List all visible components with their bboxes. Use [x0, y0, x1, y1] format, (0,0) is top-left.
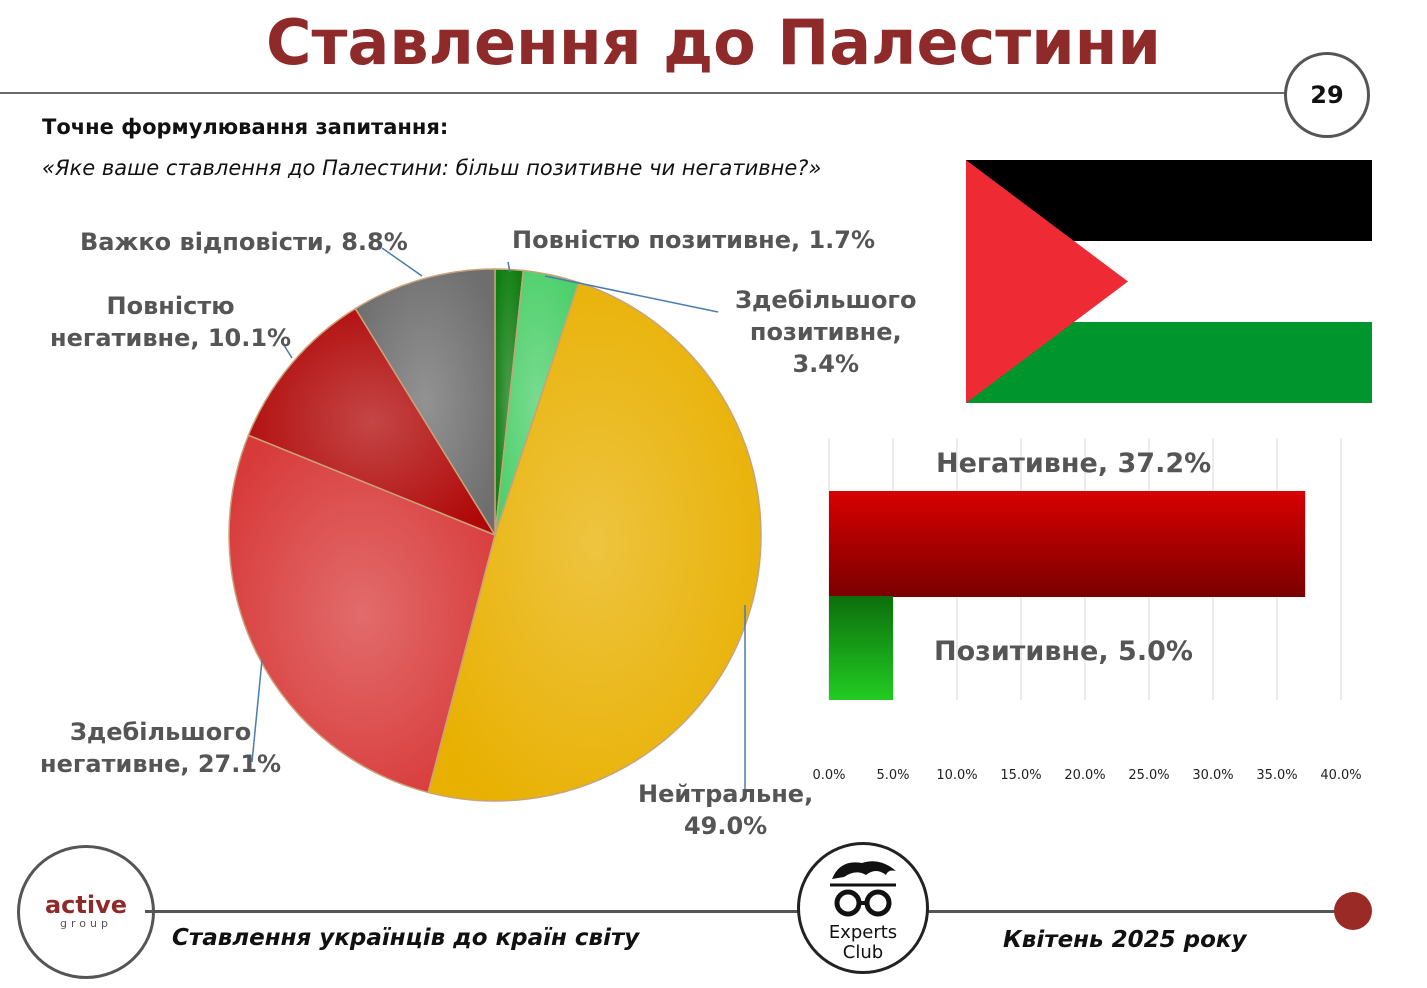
question-label: Точне формулювання запитання:: [42, 115, 449, 139]
pie-label-line: Здебільшого: [735, 286, 917, 314]
pie-leader-line-4: [251, 659, 263, 763]
footer-survey-title: Ставлення українців до країн світу: [172, 925, 640, 951]
bar-x-tick-label: 20.0%: [1064, 768, 1105, 783]
active-group-logo: active group: [17, 845, 155, 979]
pie-leader-line-2: [544, 275, 719, 313]
pie-label-4: Здебільшого негативне, 27.1%: [40, 716, 281, 780]
pie-slice-6: [354, 268, 496, 538]
pie-label-line: Нейтральне,: [638, 780, 814, 808]
bar-x-tick-label: 5.0%: [876, 768, 909, 783]
bar-chart: 0.0% 5.0% 10.0% 15.0% 20.0% 25.0% 30.0% 35.0% 40…: [812, 438, 1362, 783]
header-divider: [0, 92, 1290, 94]
pie-chart: [228, 247, 762, 802]
pie-label-2: Здебільшого позитивне, 3.4%: [735, 284, 916, 380]
bar-x-tick-label: 35.0%: [1256, 768, 1297, 783]
bar-negative: [829, 491, 1306, 597]
logo-club-word: Club: [842, 942, 884, 963]
decorative-dot-icon: [1334, 892, 1372, 930]
pie-label-6: Важко відповісти, 8.8%: [80, 226, 408, 258]
bar-x-tick-label: 40.0%: [1320, 768, 1361, 783]
logo-experts-word: Experts: [828, 922, 898, 943]
footer-divider-right: [925, 910, 1345, 913]
pie-label-line: 49.0%: [683, 812, 768, 840]
pie-leader-line-6: [381, 247, 423, 277]
pie-leader-line-1: [507, 261, 511, 273]
pie-leader-line-5: [281, 341, 293, 359]
page-number-badge: 29: [1284, 52, 1370, 138]
page-number: 29: [1310, 81, 1344, 109]
pie-label-line: Здебільшого: [69, 718, 252, 746]
pie-label-line: Повністю: [106, 292, 235, 320]
bar-x-tick-label: 10.0%: [936, 768, 977, 783]
glasses-face-icon: [830, 861, 896, 917]
bar-x-tick-label: 0.0%: [812, 768, 845, 783]
pie-label-line: Повністю позитивне, 1.7%: [512, 226, 876, 254]
pie-label-line: негативне, 27.1%: [40, 750, 282, 778]
pie-label-line: Важко відповісти, 8.8%: [80, 228, 408, 256]
pie-label-line: 3.4%: [792, 350, 859, 378]
question-text: «Яке ваше ставлення до Палестини: більш …: [42, 156, 822, 180]
bar-x-tick-label: 15.0%: [1000, 768, 1041, 783]
experts-club-logo: Experts Club: [797, 842, 929, 974]
pie-slice-4: [228, 434, 496, 794]
pie-label-1: Повністю позитивне, 1.7%: [512, 224, 875, 256]
footer-divider-left: [145, 910, 800, 913]
pie-slice-3: [427, 281, 762, 802]
pie-slice-5: [247, 307, 497, 537]
logo-active-word: active: [44, 891, 128, 919]
palestine-flag-icon: [966, 160, 1372, 403]
footer-date: Квітень 2025 року: [1003, 927, 1247, 953]
bar-label-negative: Негативне, 37.2%: [936, 448, 1212, 479]
bar-x-tick-label: 25.0%: [1128, 768, 1169, 783]
bar-positive: [829, 596, 893, 700]
bar-x-tick-label: 30.0%: [1192, 768, 1233, 783]
pie-label-3: Нейтральне, 49.0%: [638, 778, 813, 842]
pie-label-5: Повністю негативне, 10.1%: [50, 290, 291, 354]
logo-group-word: group: [60, 917, 112, 930]
flag-triangle-red: [966, 160, 1128, 403]
pie-label-line: позитивне,: [749, 318, 902, 346]
bar-label-positive: Позитивне, 5.0%: [934, 636, 1193, 667]
page-title: Ставлення до Палестини: [266, 6, 1161, 79]
pie-label-line: негативне, 10.1%: [50, 324, 292, 352]
